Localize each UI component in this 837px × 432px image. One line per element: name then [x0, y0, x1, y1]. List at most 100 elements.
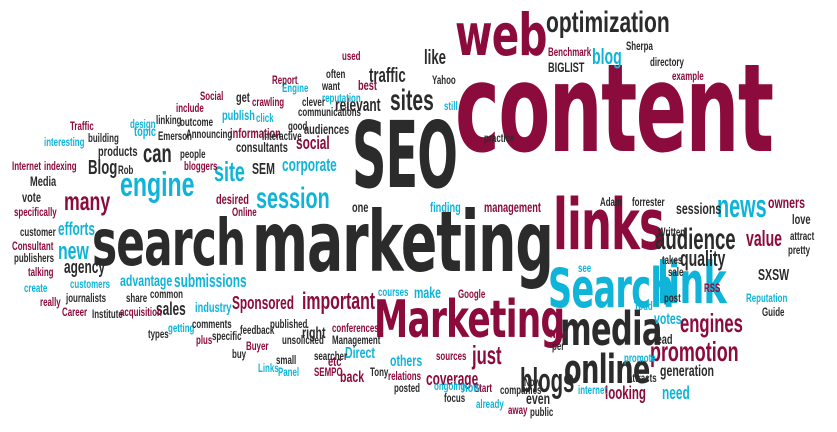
cloud-word-sale: sale: [668, 265, 684, 279]
cloud-word-career: Career: [62, 305, 88, 319]
cloud-word-internet: internet: [578, 383, 608, 397]
cloud-word-sxsw: SXSW: [758, 267, 790, 284]
cloud-word-outcome: outcome: [180, 115, 214, 129]
cloud-word-finding: finding: [430, 199, 461, 215]
cloud-word-products: products: [98, 143, 138, 159]
cloud-word-linking: linking: [156, 113, 182, 127]
cloud-word-agency: agency: [64, 257, 105, 277]
cloud-word-takes: takes: [662, 253, 683, 267]
cloud-word-search: search: [92, 207, 246, 281]
cloud-word-crawling: crawling: [252, 95, 285, 109]
cloud-word-focus: focus: [444, 391, 466, 405]
cloud-word-submissions: submissions: [174, 271, 247, 291]
cloud-word-need: need: [662, 383, 690, 403]
cloud-word-announcing: Announcing: [186, 127, 233, 141]
cloud-word-sessions: sessions: [676, 201, 722, 218]
cloud-word-rob: Rob: [118, 163, 134, 177]
cloud-word-biglist: BIGLIST: [548, 59, 585, 75]
cloud-word-relevant: relevant: [335, 95, 381, 115]
cloud-word-quality: quality: [680, 246, 726, 271]
cloud-word-social: social: [296, 133, 330, 153]
cloud-word-want: want: [322, 79, 341, 93]
cloud-word-publishers: publishers: [14, 251, 55, 265]
cloud-word-promote: promote: [624, 351, 656, 365]
cloud-word-etc: etc: [328, 353, 342, 369]
cloud-word-marketing: Marketing: [374, 290, 565, 350]
cloud-word-types: types: [148, 327, 169, 341]
cloud-word-now: Now: [524, 375, 541, 389]
cloud-word-plus: plus: [196, 333, 213, 347]
cloud-word-bloggers: bloggers: [184, 159, 218, 173]
cloud-word-management: management: [484, 199, 541, 215]
cloud-word-used: used: [342, 49, 361, 63]
cloud-word-relations: relations: [388, 369, 422, 383]
cloud-word-love: love: [792, 211, 811, 227]
cloud-word-owners: owners: [768, 195, 805, 212]
cloud-word-journalists: journalists: [66, 291, 107, 305]
cloud-word-consultant: Consultant: [12, 239, 54, 253]
cloud-word-sem: SEM: [252, 161, 275, 178]
cloud-word-can: can: [143, 138, 172, 168]
cloud-word-link: link: [657, 249, 727, 317]
cloud-word-media: media: [560, 302, 662, 356]
cloud-word-attracts: attracts: [628, 371, 657, 385]
cloud-word-audiences: audiences: [304, 121, 350, 137]
cloud-word-just: just: [472, 340, 502, 370]
cloud-word-rss: RSS: [704, 281, 721, 295]
cloud-word-todd: Todd: [634, 299, 653, 313]
cloud-word-generation: generation: [660, 363, 714, 380]
cloud-word-right: right: [302, 325, 326, 342]
cloud-word-content: content: [455, 38, 774, 180]
cloud-word-create: create: [24, 281, 48, 295]
cloud-word-blog: blog: [592, 44, 622, 69]
cloud-word-companies: companies: [500, 383, 542, 397]
cloud-word-value: value: [746, 226, 783, 251]
cloud-word-audience: audience: [655, 223, 736, 256]
cloud-word-important: important: [302, 288, 376, 315]
cloud-word-benchmark: Benchmark: [548, 45, 592, 59]
cloud-word-links: Links: [258, 361, 279, 375]
cloud-word-lead: lead: [654, 331, 673, 347]
cloud-word-desired: desired: [216, 191, 249, 207]
cloud-word-click: click: [256, 111, 274, 125]
cloud-word-now: now: [462, 379, 481, 395]
cloud-word-online: Online: [232, 205, 257, 219]
cloud-word-often: often: [326, 67, 346, 81]
cloud-word-specifically: specifically: [14, 205, 57, 219]
cloud-word-published: published: [270, 317, 308, 331]
cloud-word-sponsored: Sponsored: [232, 293, 295, 313]
cloud-word-searcher: searcher: [314, 349, 348, 363]
cloud-word-unsolicited: unsolicited: [282, 333, 324, 347]
cloud-word-building: building: [88, 131, 119, 145]
cloud-word-public: public: [530, 405, 554, 419]
cloud-word-yahoo: Yahoo: [432, 73, 456, 87]
cloud-word-attract: attract: [790, 229, 815, 243]
cloud-word-directory: directory: [650, 55, 684, 69]
cloud-word-clever: clever: [302, 95, 325, 109]
cloud-word-traffic: Traffic: [70, 119, 94, 133]
cloud-word-promotion: promotion: [650, 336, 739, 367]
cloud-word-ongoing: ongoing: [434, 379, 466, 393]
cloud-word-panel: Panel: [278, 365, 300, 379]
cloud-word-acquisition: acquisition: [120, 305, 162, 319]
cloud-word-posted: posted: [394, 381, 420, 395]
cloud-word-sherpa: Sherpa: [626, 39, 653, 53]
cloud-word-media: Media: [30, 173, 57, 189]
cloud-word-indexing: indexing: [44, 159, 77, 173]
cloud-word-internet: Internet: [12, 159, 42, 173]
cloud-word-blog: Blog: [88, 157, 118, 179]
cloud-word-already: already: [476, 397, 504, 411]
cloud-word-optimization: optimization: [546, 6, 670, 39]
cloud-word-others: others: [390, 353, 423, 370]
cloud-word-marketing: marketing: [252, 193, 554, 291]
cloud-word-share: share: [126, 291, 148, 305]
cloud-word-online: online: [564, 347, 650, 393]
cloud-word-google: Google: [458, 287, 486, 301]
cloud-word-new: new: [58, 238, 89, 265]
cloud-word-session: session: [256, 182, 330, 215]
cloud-word-efforts: efforts: [58, 219, 95, 239]
cloud-word-buy: buy: [232, 347, 247, 361]
cloud-word-get: get: [236, 89, 250, 105]
cloud-word-make: make: [414, 285, 442, 302]
